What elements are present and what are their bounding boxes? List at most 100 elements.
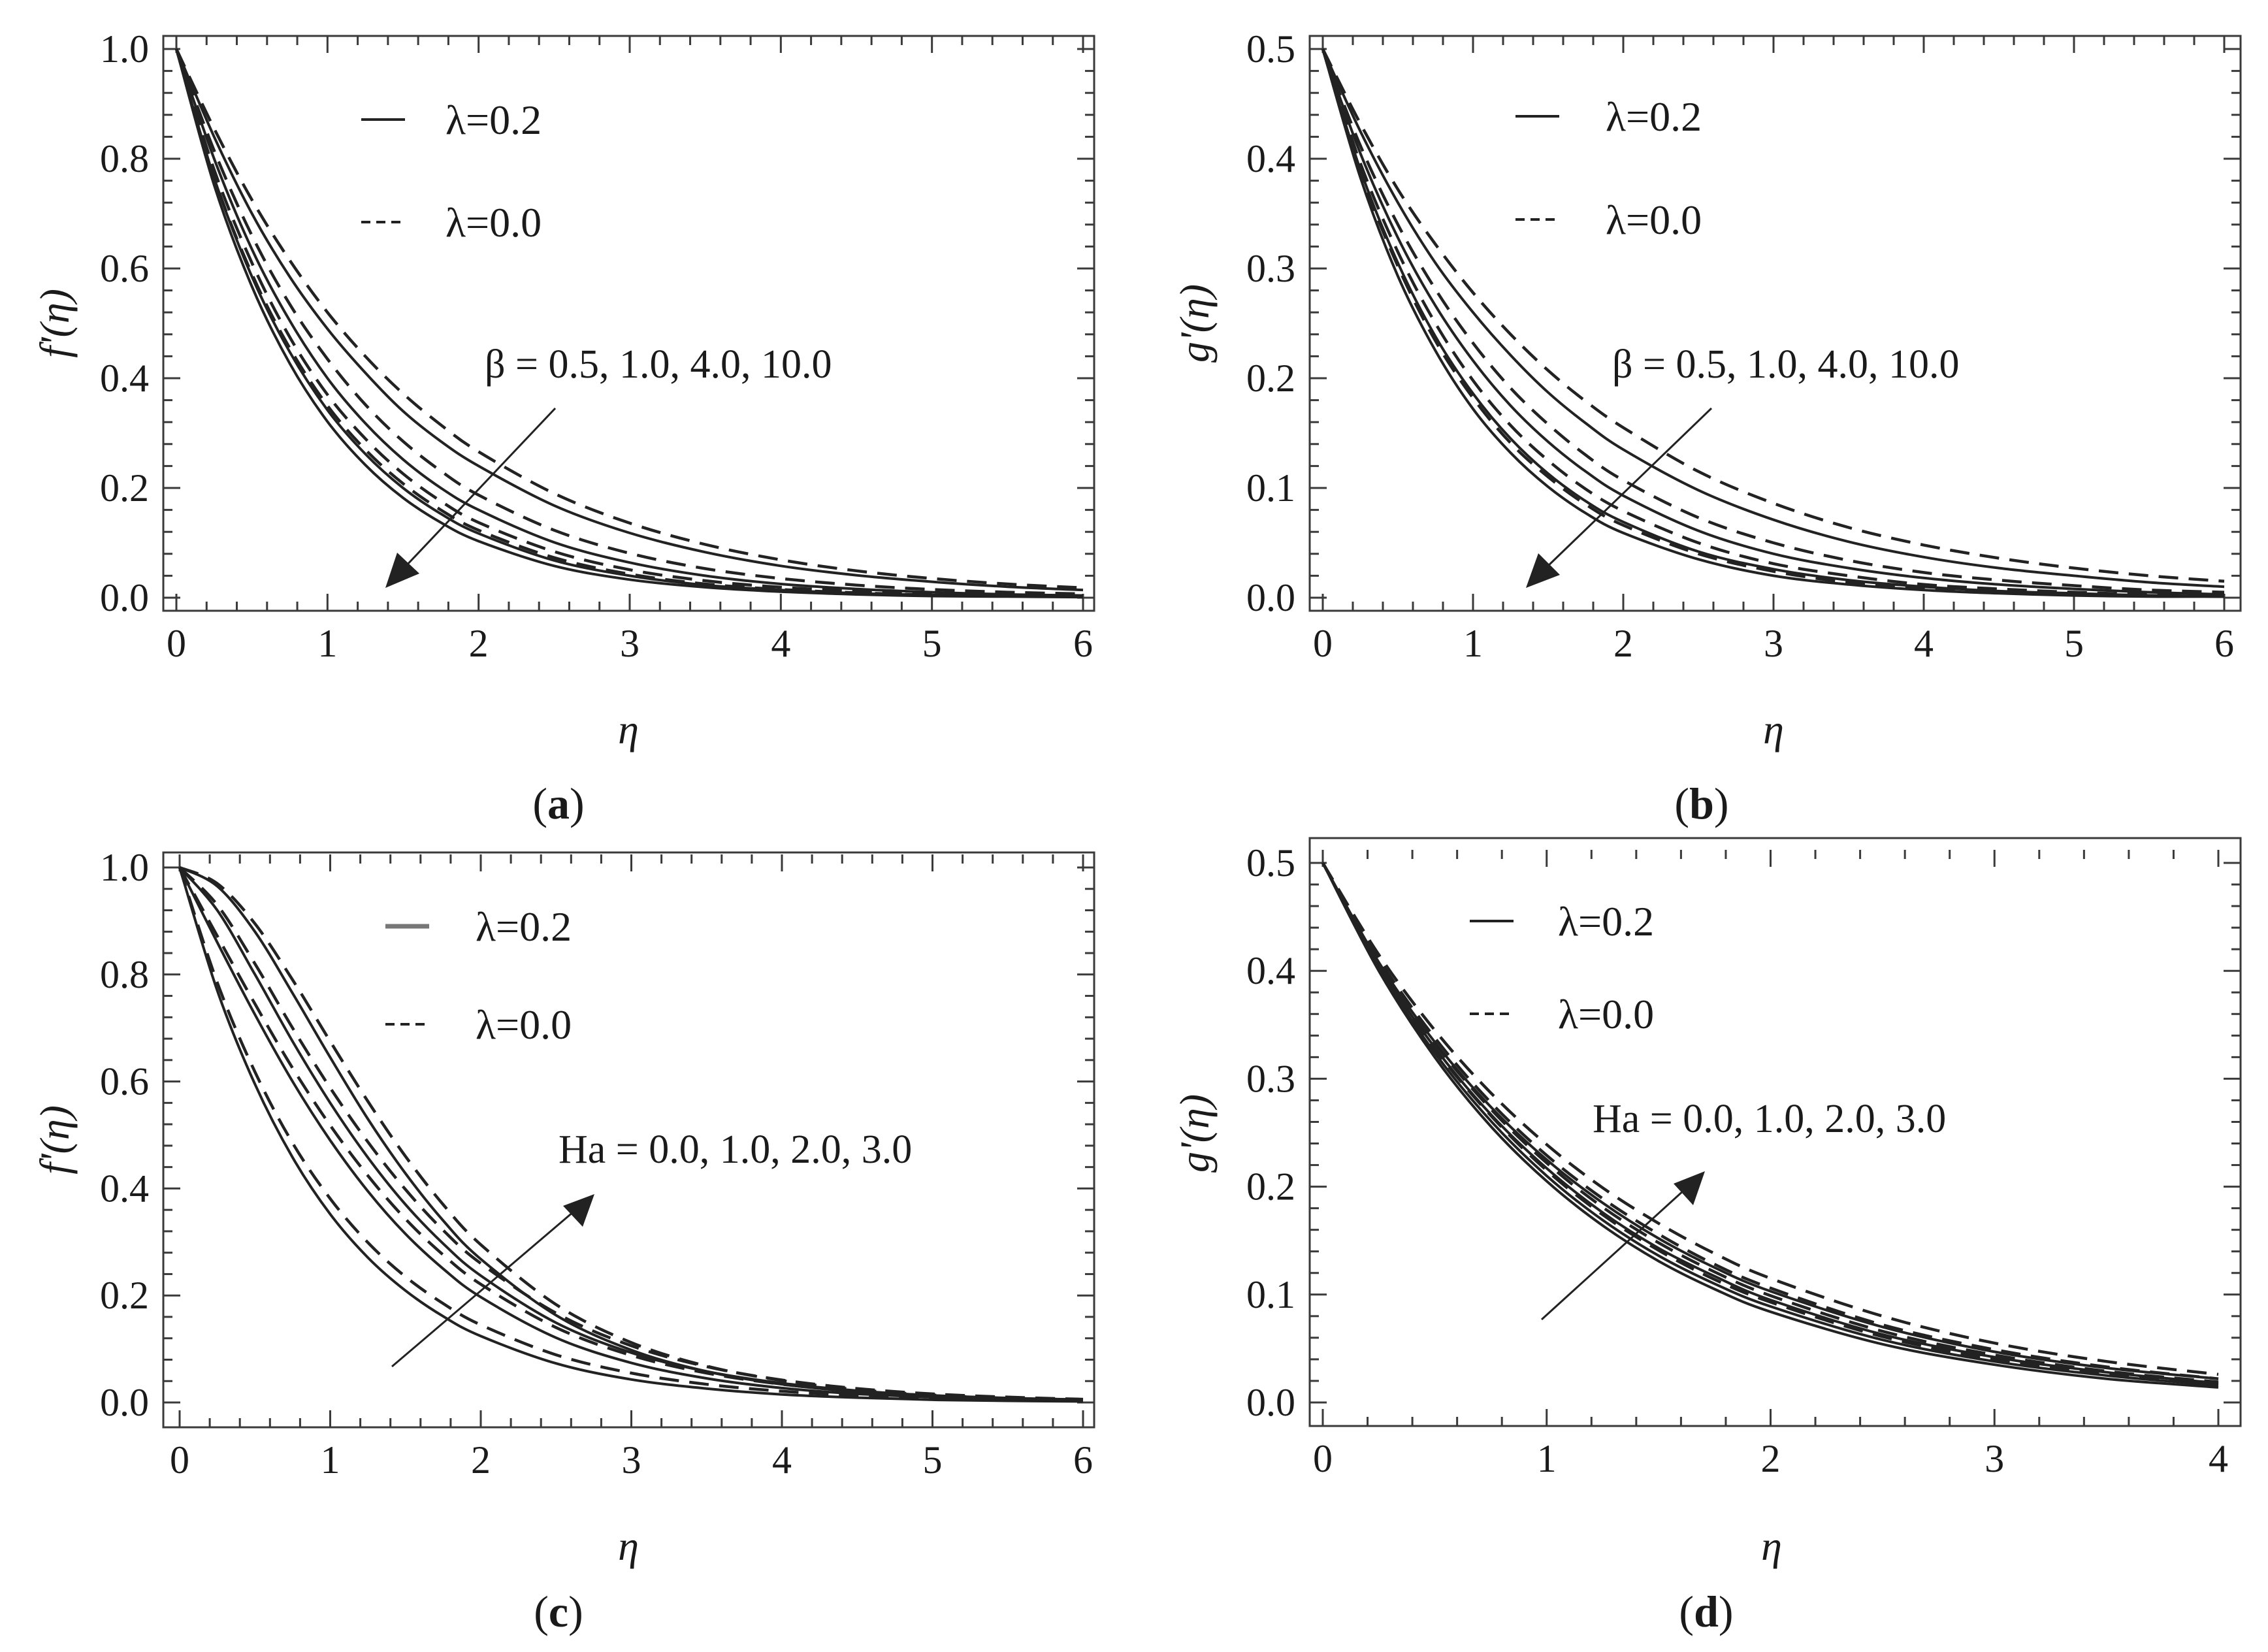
series-line-solid-4 bbox=[175, 48, 1084, 598]
x-tick-label: 4 bbox=[772, 1438, 792, 1482]
legend-solid-label: λ=0.2 bbox=[476, 903, 572, 950]
x-tick-label: 0 bbox=[167, 622, 186, 665]
series-line-dashed-5 bbox=[178, 866, 1084, 1401]
x-tick-label: 1 bbox=[1463, 622, 1483, 665]
caption-letter: c bbox=[549, 1587, 568, 1636]
legend-solid-label: λ=0.2 bbox=[446, 97, 542, 143]
series-line-solid-2 bbox=[175, 48, 1084, 597]
legend-solid-label: λ=0.2 bbox=[1558, 898, 1654, 945]
y-tick-label: 0.0 bbox=[1246, 576, 1295, 619]
axis-ticks bbox=[1310, 36, 2241, 611]
series-line-dashed-5 bbox=[1321, 862, 2219, 1380]
y-tick-label: 0.1 bbox=[1246, 466, 1295, 510]
y-tick-label: 0.4 bbox=[100, 357, 149, 400]
y-axis-title: f'(η) bbox=[31, 1105, 78, 1174]
x-axis-title: η bbox=[1763, 706, 1784, 753]
legend: λ=0.2 λ=0.0 bbox=[1515, 93, 1702, 243]
y-tick-label: 0.0 bbox=[100, 576, 149, 619]
series-line-solid-6 bbox=[1321, 862, 2219, 1380]
x-tick-label: 5 bbox=[922, 622, 942, 665]
legend-dashed-label: λ=0.0 bbox=[1558, 991, 1654, 1037]
x-tick-label: 6 bbox=[1073, 1438, 1093, 1482]
legend: λ=0.2 λ=0.0 bbox=[1470, 898, 1654, 1037]
y-tick-label: 0.4 bbox=[1246, 949, 1295, 992]
y-tick-label: 0.3 bbox=[1246, 247, 1295, 290]
plot-frame bbox=[1308, 837, 2242, 1427]
panel-caption: (c) bbox=[534, 1587, 583, 1636]
plot-frame bbox=[162, 851, 1095, 1429]
y-axis-title: g'(η) bbox=[1171, 284, 1218, 363]
series-line-dashed-3 bbox=[1321, 862, 2219, 1384]
y-tick-label: 1.0 bbox=[100, 846, 149, 889]
parameter-arrow bbox=[385, 407, 557, 588]
series-line-solid-2 bbox=[178, 867, 1084, 1402]
y-tick-label: 0.5 bbox=[1246, 841, 1295, 884]
caption-letter: a bbox=[547, 779, 570, 828]
x-tick-label: 1 bbox=[317, 622, 337, 665]
parameter-annotation: β = 0.5, 1.0, 4.0, 10.0 bbox=[485, 342, 832, 387]
y-tick-label: 0.4 bbox=[100, 1167, 149, 1210]
series-line-dashed-1 bbox=[178, 867, 1084, 1402]
y-axis-title: f'(η) bbox=[31, 289, 78, 358]
series-line-solid-6 bbox=[179, 866, 1084, 1402]
parameter-arrow bbox=[1540, 1171, 1705, 1321]
series-line-dashed-3 bbox=[1321, 48, 2225, 594]
axis-ticks bbox=[163, 36, 1094, 611]
y-tick-label: 0.1 bbox=[1246, 1273, 1295, 1316]
legend: λ=0.2 λ=0.0 bbox=[385, 903, 572, 1048]
parameter-arrow bbox=[391, 1194, 594, 1368]
series-line-solid-0 bbox=[1321, 48, 2225, 589]
x-axis-title: η bbox=[1761, 1523, 1782, 1569]
x-tick-label: 5 bbox=[2064, 622, 2084, 665]
curves bbox=[1321, 48, 2225, 598]
series-line-solid-4 bbox=[1321, 48, 2225, 598]
y-axis-title: g'(η) bbox=[1171, 1094, 1218, 1173]
caption-letter: d bbox=[1694, 1587, 1719, 1636]
x-tick-label: 5 bbox=[923, 1438, 943, 1482]
tick-labels: 0 1 2 3 4 0.0 0.1 0.2 0.3 0.4 0.5 bbox=[1246, 841, 2228, 1480]
y-tick-label: 0.0 bbox=[100, 1381, 149, 1424]
y-tick-label: 1.0 bbox=[100, 27, 149, 71]
x-tick-label: 3 bbox=[620, 622, 640, 665]
series-line-solid-0 bbox=[175, 48, 1084, 592]
series-line-solid-4 bbox=[1321, 862, 2219, 1385]
series-line-dashed-5 bbox=[1321, 48, 2225, 597]
series-line-dashed-7 bbox=[174, 48, 1084, 598]
x-tick-label: 3 bbox=[622, 1438, 641, 1482]
curves bbox=[1321, 862, 2219, 1389]
series-line-dashed-7 bbox=[179, 866, 1084, 1402]
panel-b: 0 1 2 3 4 5 6 0.0 0.1 0.2 0.3 0.4 0.5 g'(η) η λ=0.2 … bbox=[1171, 27, 2242, 828]
legend-dashed-label: λ=0.0 bbox=[446, 199, 542, 246]
series-line-dashed-7 bbox=[1321, 48, 2225, 598]
parameter-arrow bbox=[1526, 407, 1713, 588]
series-line-dashed-1 bbox=[1321, 862, 2219, 1386]
x-tick-label: 6 bbox=[1073, 622, 1093, 665]
series-line-solid-2 bbox=[1321, 48, 2225, 596]
x-tick-label: 1 bbox=[321, 1438, 340, 1482]
legend-dashed-label: λ=0.0 bbox=[1606, 197, 1702, 243]
x-tick-label: 6 bbox=[2214, 622, 2234, 665]
y-tick-label: 0.5 bbox=[1246, 27, 1295, 71]
y-tick-label: 0.6 bbox=[100, 247, 149, 290]
x-tick-label: 4 bbox=[771, 622, 790, 665]
y-tick-label: 0.0 bbox=[1246, 1381, 1295, 1424]
series-line-dashed-3 bbox=[174, 48, 1084, 596]
y-tick-label: 0.2 bbox=[1246, 1165, 1295, 1208]
legend: λ=0.2 λ=0.0 bbox=[361, 97, 542, 246]
y-tick-label: 0.8 bbox=[100, 953, 149, 996]
y-tick-label: 0.3 bbox=[1246, 1057, 1295, 1100]
series-line-solid-2 bbox=[1321, 862, 2219, 1387]
x-tick-label: 0 bbox=[170, 1438, 189, 1482]
series-line-solid-0 bbox=[1321, 862, 2219, 1389]
parameter-annotation: β = 0.5, 1.0, 4.0, 10.0 bbox=[1612, 342, 1960, 387]
x-tick-label: 2 bbox=[1761, 1437, 1781, 1480]
panel-caption: (a) bbox=[532, 779, 584, 828]
tick-labels: 0 1 2 3 4 5 6 0.0 0.1 0.2 0.3 0.4 0.5 bbox=[1246, 27, 2234, 665]
x-tick-label: 2 bbox=[1613, 622, 1633, 665]
x-tick-label: 1 bbox=[1537, 1437, 1557, 1480]
panel-d: 0 1 2 3 4 0.0 0.1 0.2 0.3 0.4 0.5 g'(η) η λ=0.2 λ=… bbox=[1171, 837, 2242, 1636]
y-tick-label: 0.4 bbox=[1246, 137, 1295, 180]
series-line-solid-0 bbox=[178, 867, 1084, 1403]
x-tick-label: 3 bbox=[1984, 1437, 2004, 1480]
y-tick-label: 0.6 bbox=[100, 1060, 149, 1103]
